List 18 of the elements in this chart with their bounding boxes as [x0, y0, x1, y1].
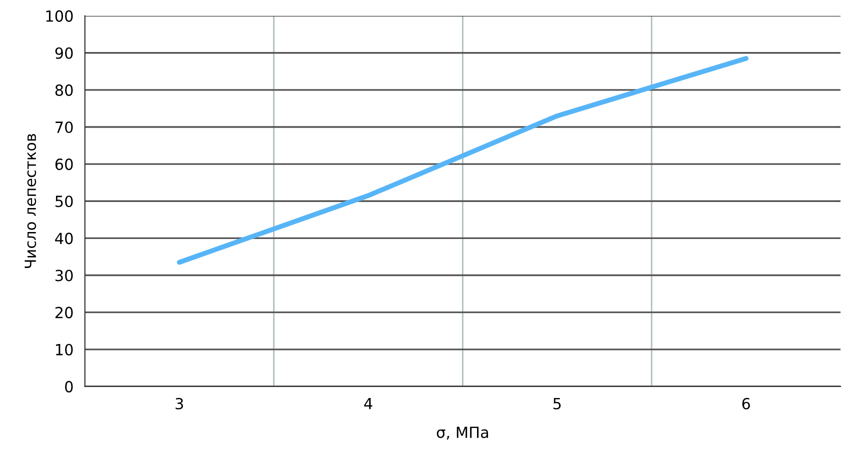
y-tick-label: 80 [55, 84, 73, 96]
y-tick-label: 10 [56, 344, 73, 356]
y-tick-label: 40 [55, 232, 73, 244]
x-axis-title: σ, МПа [436, 426, 488, 440]
y-tick-label: 100 [46, 10, 73, 22]
x-tick-label: 5 [553, 398, 561, 410]
x-tick-label: 3 [176, 398, 183, 410]
x-tick-label: 6 [742, 398, 750, 410]
y-tick-label: 70 [56, 121, 73, 134]
y-tick-label: 20 [55, 306, 73, 318]
x-tick-label: 4 [364, 398, 372, 410]
y-tick-label: 90 [55, 47, 73, 59]
y-tick-label: 0 [65, 380, 73, 392]
y-tick-label: 50 [56, 196, 73, 208]
line-series [176, 56, 748, 265]
y-tick-label: 30 [56, 270, 73, 282]
y-axis-title: Число лепестков [24, 134, 36, 268]
y-tick-label: 60 [55, 158, 73, 170]
